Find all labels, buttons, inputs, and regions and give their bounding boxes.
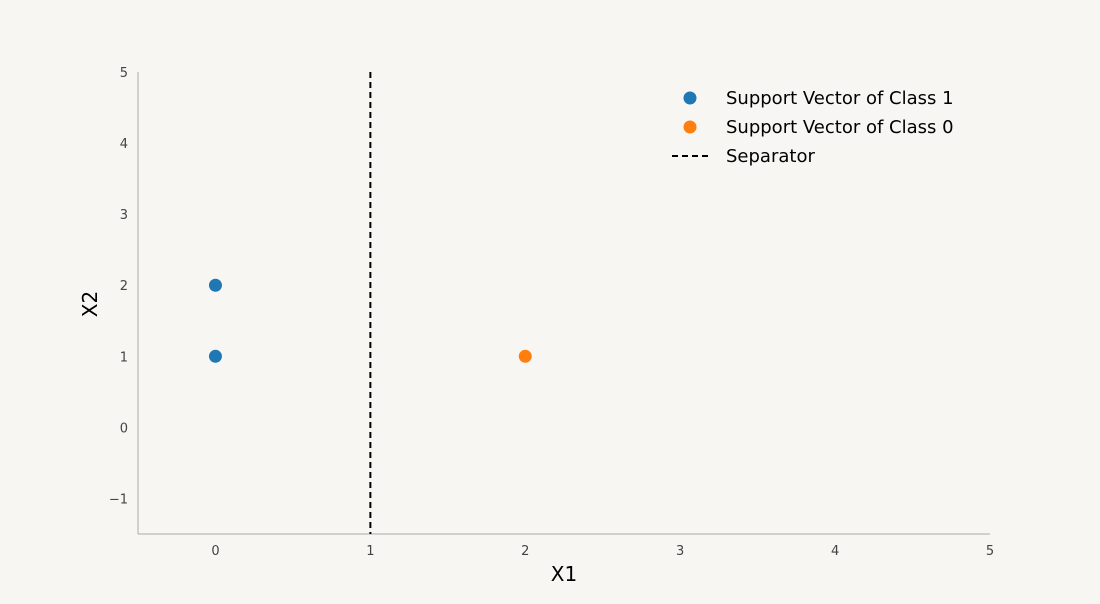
x-tick-label: 0 bbox=[211, 544, 219, 559]
y-axis-ticks: −1 0 1 2 3 4 5 bbox=[109, 66, 128, 507]
y-tick-label: 5 bbox=[120, 66, 128, 81]
legend-marker bbox=[683, 91, 697, 105]
legend-entry-label: Support Vector of Class 0 bbox=[726, 117, 954, 138]
y-tick-label: 4 bbox=[120, 137, 128, 152]
data-point bbox=[208, 278, 222, 292]
x-axis-ticks: 0 1 2 3 4 5 bbox=[211, 544, 994, 559]
axes bbox=[137, 72, 990, 535]
data-point bbox=[518, 349, 532, 363]
x-axis-title: X1 bbox=[551, 562, 577, 586]
y-tick-label: 3 bbox=[120, 208, 128, 223]
x-tick-label: 1 bbox=[366, 544, 374, 559]
legend-entry-label: Support Vector of Class 1 bbox=[726, 88, 954, 109]
x-tick-label: 4 bbox=[831, 544, 839, 559]
data-point bbox=[208, 349, 222, 363]
x-tick-label: 3 bbox=[676, 544, 684, 559]
y-tick-label: 1 bbox=[120, 350, 128, 365]
y-axis-title: X2 bbox=[78, 291, 102, 317]
x-tick-label: 2 bbox=[521, 544, 529, 559]
legend: Support Vector of Class 1 Support Vector … bbox=[672, 88, 954, 167]
data-points bbox=[208, 278, 532, 363]
y-tick-label: 0 bbox=[120, 421, 128, 436]
legend-entry-label: Separator bbox=[726, 146, 815, 167]
legend-marker bbox=[683, 120, 697, 134]
y-tick-label: −1 bbox=[109, 492, 128, 507]
y-tick-label: 2 bbox=[120, 279, 128, 294]
x-tick-label: 5 bbox=[986, 544, 994, 559]
